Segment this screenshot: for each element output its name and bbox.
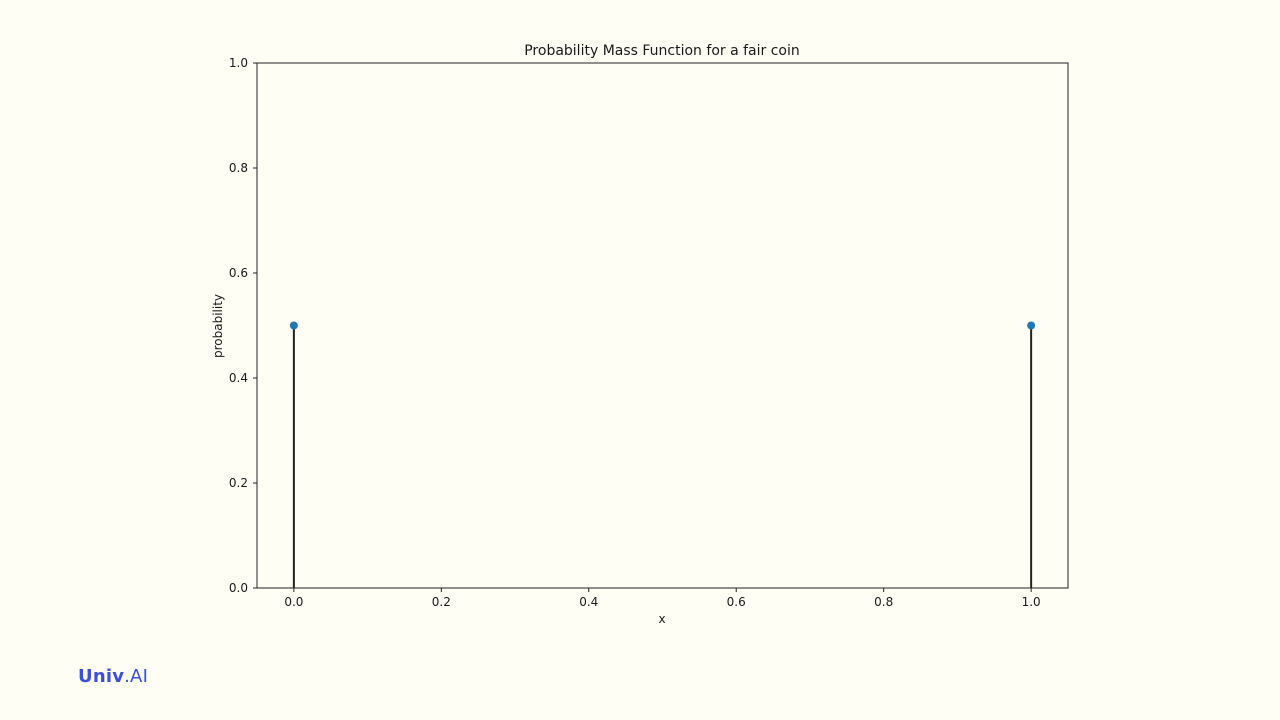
y-tick-label: 0.0 [229,581,248,595]
x-tick-label: 0.4 [579,595,598,609]
y-tick-label: 1.0 [229,56,248,70]
plot-frame [256,62,1069,589]
y-axis-label: probability [211,294,225,358]
univ-ai-logo: Univ.AI [78,666,148,687]
y-axis-ticks: 0.0 0.2 0.4 0.6 0.8 1.0 [229,56,257,595]
y-tick-label: 0.8 [229,161,248,175]
chart-title: Probability Mass Function for a fair coi… [524,43,800,59]
stem-marker [1027,321,1036,330]
y-tick-label: 0.6 [229,266,248,280]
x-tick-label: 0.8 [874,595,893,609]
x-tick-label: 0.2 [432,595,451,609]
x-axis-label: x [658,612,665,626]
logo-name-rest: .AI [124,666,149,687]
y-tick-label: 0.4 [229,371,248,385]
x-tick-label: 0.6 [727,595,746,609]
stem-marker [289,321,298,330]
x-tick-label: 0.0 [284,595,303,609]
y-tick-label: 0.2 [229,476,248,490]
x-axis-ticks: 0.0 0.2 0.4 0.6 0.8 1.0 [284,588,1041,609]
logo-name-bold: Univ [78,666,125,687]
stem-series [289,321,1036,588]
x-tick-label: 1.0 [1022,595,1041,609]
